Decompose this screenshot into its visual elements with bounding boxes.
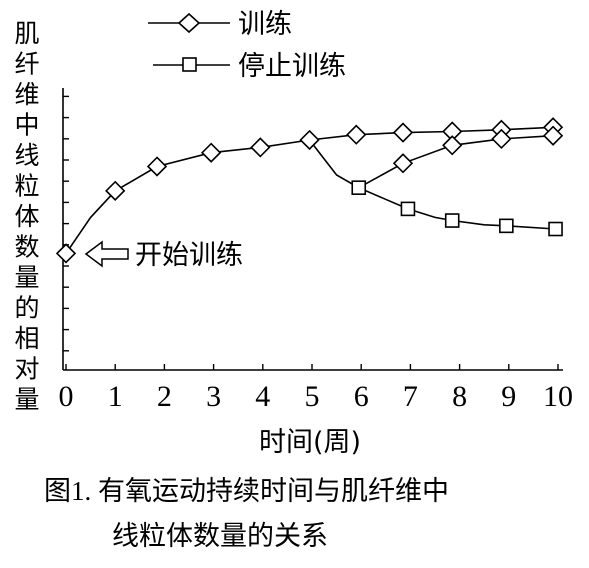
diamond-marker: [542, 125, 564, 146]
y-axis-label-char: 肌: [14, 19, 39, 48]
start-training-annotation: 开始训练: [84, 240, 243, 271]
square-marker: [444, 213, 460, 228]
y-axis-label-char: 维: [14, 80, 39, 109]
square-marker: [548, 221, 563, 237]
y-axis-label-char: 的: [14, 294, 39, 323]
diamond-marker: [146, 156, 168, 177]
x-tick-label: 10: [543, 380, 573, 413]
legend-square-marker: [182, 57, 197, 72]
left-arrow-icon: [84, 240, 129, 268]
x-tick-label: 3: [206, 380, 221, 413]
legend-label-stopped: 停止训练: [238, 51, 346, 82]
y-axis-label-char: 数: [14, 233, 39, 262]
square-marker: [351, 180, 367, 195]
y-axis-label-char: 纤: [14, 50, 39, 79]
square-marker: [400, 201, 416, 217]
diamond-marker: [392, 153, 414, 174]
diamond-marker: [491, 128, 512, 150]
y-axis-label-char: 量: [14, 263, 39, 292]
diamond-marker: [55, 243, 77, 264]
diamond-marker: [105, 180, 126, 201]
y-axis-label-char: 量: [14, 385, 39, 414]
series-markers: [55, 117, 564, 264]
diamond-marker: [250, 137, 271, 158]
legend-diamond-marker: [177, 12, 201, 34]
legend-label-training: 训练: [238, 9, 292, 40]
x-tick-label: 7: [403, 380, 418, 413]
diamond-marker: [346, 124, 367, 145]
x-axis-ticks: 0 1 2 3 4 5 6 7 8 9 10: [59, 364, 573, 413]
series-line-2: [308, 134, 554, 189]
x-tick-label: 6: [354, 380, 369, 413]
x-tick-label: 5: [305, 380, 320, 413]
x-tick-label: 1: [108, 380, 123, 413]
x-tick-label: 8: [452, 380, 467, 413]
x-axis-label: 时间(周): [259, 427, 361, 458]
diamond-marker: [442, 135, 463, 156]
x-tick-label: 0: [59, 380, 74, 413]
legend: 训练 停止训练: [148, 9, 346, 82]
y-axis-label-char: 对: [14, 355, 39, 384]
caption-line-1: 图1. 有氧运动持续时间与肌纤维中: [44, 476, 449, 506]
caption-line-2: 线粒体数量的关系: [112, 521, 328, 551]
y-axis-label-char: 中: [14, 111, 39, 140]
x-tick-label: 2: [157, 380, 172, 413]
y-axis-label-char: 相: [14, 324, 39, 353]
square-marker: [499, 218, 514, 234]
y-axis-label-char: 线: [14, 141, 39, 170]
diamond-marker: [392, 122, 414, 143]
x-tick-label: 9: [501, 380, 516, 413]
y-axis-label-char: 体: [14, 202, 39, 231]
x-tick-label: 4: [255, 380, 270, 413]
y-axis-label-char: 粒: [14, 172, 39, 201]
y-axis-ticks: [63, 95, 69, 352]
diamond-marker: [201, 142, 222, 163]
annotation-text: 开始训练: [135, 240, 243, 271]
diamond-marker: [299, 129, 320, 151]
